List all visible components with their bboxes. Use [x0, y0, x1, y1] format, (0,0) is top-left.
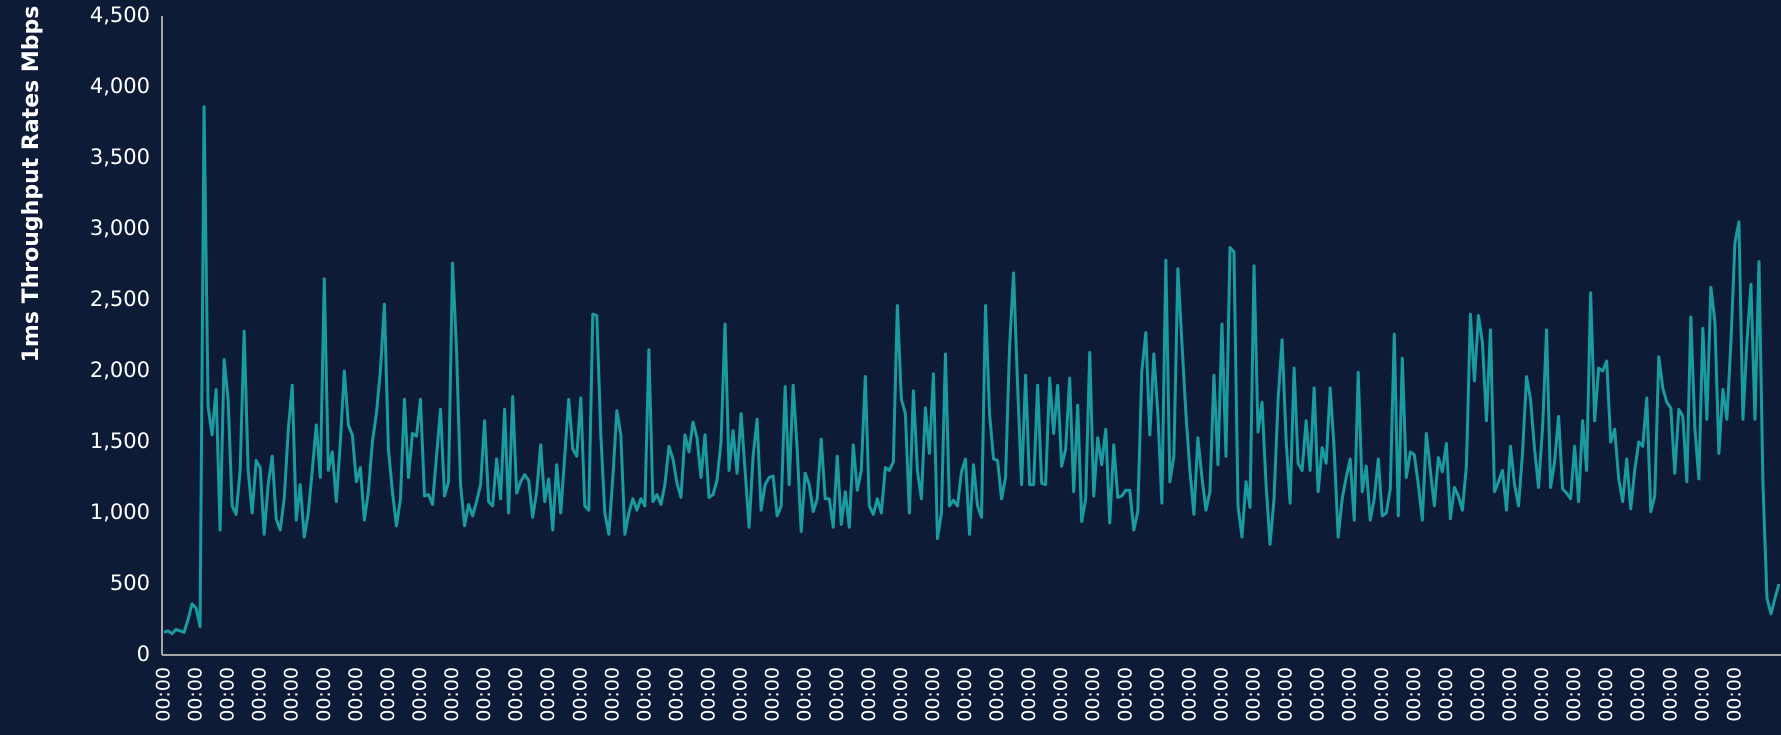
x-tick-label: 00:00: [313, 667, 335, 722]
x-tick-label: 00:00: [954, 667, 976, 722]
x-tick-label: 00:00: [569, 667, 591, 722]
x-tick-label: 00:00: [441, 667, 463, 722]
x-tick-label: 00:00: [217, 667, 239, 722]
x-tick-label: 00:00: [794, 667, 816, 722]
x-tick-label: 00:00: [1435, 667, 1457, 722]
x-tick-label: 00:00: [377, 667, 399, 722]
x-tick-label: 00:00: [1178, 667, 1200, 722]
x-tick-label: 00:00: [1307, 667, 1329, 722]
x-tick-label: 00:00: [1050, 667, 1072, 722]
x-tick-label: 00:00: [1531, 667, 1553, 722]
x-tick-label: 00:00: [986, 667, 1008, 722]
x-tick-label: 00:00: [1339, 667, 1361, 722]
x-tick-label: 00:00: [762, 667, 784, 722]
x-tick-label: 00:00: [922, 667, 944, 722]
y-tick-label: 3,000: [90, 216, 150, 240]
x-tick-label: 00:00: [1659, 667, 1681, 722]
x-tick-label: 00:00: [409, 667, 431, 722]
x-tick-label: 00:00: [1018, 667, 1040, 722]
x-tick-label: 00:00: [890, 667, 912, 722]
x-tick-label: 00:00: [1627, 667, 1649, 722]
x-tick-label: 00:00: [537, 667, 559, 722]
x-tick-label: 00:00: [1563, 667, 1585, 722]
x-tick-label: 00:00: [1146, 667, 1168, 722]
x-tick-label: 00:00: [1467, 667, 1489, 722]
x-tick-label: 00:00: [1499, 667, 1521, 722]
x-tick-label: 00:00: [665, 667, 687, 722]
x-tick-label: 00:00: [1114, 667, 1136, 722]
x-tick-label: 00:00: [249, 667, 271, 722]
y-tick-label: 1,000: [90, 500, 150, 524]
x-tick-label: 00:00: [1275, 667, 1297, 722]
x-tick-label: 00:00: [1595, 667, 1617, 722]
x-tick-label: 00:00: [730, 667, 752, 722]
x-tick-label: 00:00: [505, 667, 527, 722]
y-tick-label: 2,000: [90, 358, 150, 382]
x-tick-label: 00:00: [826, 667, 848, 722]
y-tick-label: 500: [110, 571, 150, 595]
y-tick-label: 2,500: [90, 287, 150, 311]
y-tick-label: 4,500: [90, 3, 150, 27]
x-tick-label: 00:00: [1082, 667, 1104, 722]
line-series: [163, 105, 1781, 636]
x-tick-label: 00:00: [153, 667, 175, 722]
x-tick-label: 00:00: [281, 667, 303, 722]
x-tick-label: 00:00: [185, 667, 207, 722]
x-tick-label: 00:00: [858, 667, 880, 722]
x-tick-label: 00:00: [1691, 667, 1713, 722]
x-tick-label: 00:00: [601, 667, 623, 722]
y-tick-label: 0: [137, 642, 150, 666]
x-tick-label: 00:00: [633, 667, 655, 722]
x-tick-label: 00:00: [1210, 667, 1232, 722]
x-tick-label: 00:00: [473, 667, 495, 722]
y-tick-label: 3,500: [90, 145, 150, 169]
y-tick-label: 4,000: [90, 74, 150, 98]
x-tick-label: 00:00: [1723, 667, 1745, 722]
y-tick-label: 1,500: [90, 429, 150, 453]
y-axis-title: 1ms Throughput Rates Mbps: [19, 6, 44, 363]
x-tick-label: 00:00: [1403, 667, 1425, 722]
x-tick-label: 00:00: [1243, 667, 1265, 722]
x-tick-label: 00:00: [698, 667, 720, 722]
x-tick-label: 00:00: [345, 667, 367, 722]
x-tick-label: 00:00: [1371, 667, 1393, 722]
